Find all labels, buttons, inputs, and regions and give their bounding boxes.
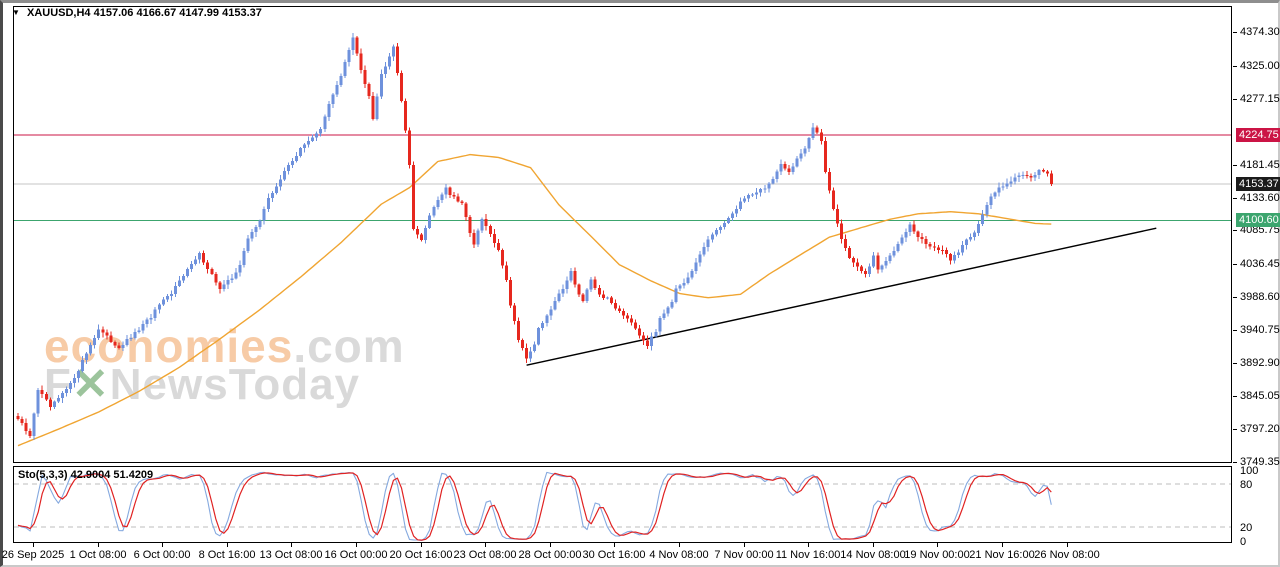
date-tick-mark: [421, 543, 422, 547]
stochastic-svg[interactable]: [14, 467, 1231, 542]
price-tick-mark: [1233, 264, 1237, 265]
stoch-scale-label: 80: [1240, 479, 1253, 491]
stochastic-label: Sto(5,3,3) 42.9004 51.4209: [18, 469, 153, 481]
date-tick-mark: [614, 543, 615, 547]
date-tick-label: 7 Nov 00:00: [714, 549, 774, 561]
date-tick-label: 8 Oct 16:00: [198, 549, 256, 561]
current-price-line-price-label: 4153.37: [1236, 177, 1280, 191]
price-tick-label: 4085.75: [1240, 224, 1280, 236]
stochastic-k-value: 42.9004: [70, 469, 111, 481]
stochastic-name: Sto(5,3,3): [18, 469, 68, 481]
price-tick-label: 3940.75: [1240, 324, 1280, 336]
date-tick-label: 26 Sep 2025: [1, 549, 65, 561]
date-tick-label: 1 Oct 08:00: [69, 549, 127, 561]
date-tick-label: 6 Oct 00:00: [133, 549, 191, 561]
price-tick-mark: [1233, 396, 1237, 397]
date-tick-label: 13 Oct 08:00: [259, 549, 323, 561]
price-tick-label: 4374.30: [1240, 26, 1280, 38]
date-tick-mark: [937, 543, 938, 547]
date-tick-label: 20 Oct 16:00: [389, 549, 453, 561]
symbol-dropdown-icon[interactable]: ▼: [12, 8, 20, 17]
date-tick-mark: [744, 543, 745, 547]
support-line-price-label: 4100.60: [1236, 213, 1280, 227]
price-tick-label: 4036.45: [1240, 258, 1280, 270]
price-tick-mark: [1233, 198, 1237, 199]
price-tick-mark: [1233, 363, 1237, 364]
price-tick-mark: [1233, 66, 1237, 67]
date-tick-label: 14 Nov 08:00: [840, 549, 906, 561]
price-tick-mark: [1233, 429, 1237, 430]
price-tick-mark: [1233, 32, 1237, 33]
date-tick-label: 30 Oct 16:00: [582, 549, 646, 561]
price-tick-label: 4277.15: [1240, 93, 1280, 105]
symbol-info-bar: ▼ XAUUSD,H4 4157.06 4166.67 4147.99 4153…: [12, 7, 262, 19]
date-tick-label: 19 Nov 00:00: [904, 549, 970, 561]
quote-low: 4147.99: [179, 7, 220, 19]
resistance-line-price-label: 4224.75: [1236, 128, 1280, 142]
date-tick-mark: [485, 543, 486, 547]
price-tick-label: 3892.90: [1240, 357, 1280, 369]
date-tick-mark: [162, 543, 163, 547]
price-tick-mark: [1233, 165, 1237, 166]
price-tick-label: 4181.45: [1240, 159, 1280, 171]
price-tick-label: 3749.35: [1240, 456, 1280, 468]
quote-close: 4153.37: [222, 7, 262, 19]
date-tick-mark: [679, 543, 680, 547]
date-tick-mark: [873, 543, 874, 547]
ma-line: [17, 153, 1052, 447]
candlestick-chart-svg[interactable]: [14, 7, 1231, 462]
date-tick-mark: [356, 543, 357, 547]
watermark-brand: economies.com: [44, 323, 405, 369]
stochastic-panel: Sto(5,3,3) 42.9004 51.4209: [13, 466, 1232, 543]
date-tick-label: 26 Nov 08:00: [1034, 549, 1100, 561]
trendline[interactable]: [526, 227, 1157, 366]
date-tick-mark: [98, 543, 99, 547]
quote-high: 4166.67: [136, 7, 177, 19]
watermark-brand-name: economies: [44, 320, 294, 372]
date-tick-mark: [227, 543, 228, 547]
stoch-scale-label: 100: [1240, 465, 1259, 477]
price-tick-mark: [1233, 99, 1237, 100]
date-tick-mark: [291, 543, 292, 547]
quote-open: 4157.06: [93, 7, 134, 19]
date-tick-mark: [1067, 543, 1068, 547]
date-tick-label: 4 Nov 08:00: [649, 549, 709, 561]
price-tick-label: 4133.60: [1240, 192, 1280, 204]
watermark-brand-domain: .com: [293, 320, 405, 372]
stoch-scale-label: 20: [1240, 522, 1253, 534]
price-tick-mark: [1233, 297, 1237, 298]
date-tick-label: 16 Oct 00:00: [324, 549, 388, 561]
symbol-timeframe-label: XAUUSD,H4: [26, 7, 91, 19]
price-tick-mark: [1233, 462, 1237, 463]
date-tick-mark: [33, 543, 34, 547]
date-tick-label: 11 Nov 16:00: [775, 549, 841, 561]
price-tick-mark: [1233, 330, 1237, 331]
main-chart-panel: economies.com F✕NewsToday: [13, 6, 1232, 463]
date-tick-label: 23 Oct 08:00: [453, 549, 517, 561]
price-tick-label: 3988.60: [1240, 291, 1280, 303]
price-tick-label: 4325.00: [1240, 60, 1280, 72]
stoch-d-line: [17, 472, 1052, 541]
candlestick-series: [16, 33, 1053, 440]
price-tick-label: 3845.05: [1240, 390, 1280, 402]
price-tick-mark: [1233, 230, 1237, 231]
date-tick-mark: [1002, 543, 1003, 547]
price-tick-label: 3797.20: [1240, 423, 1280, 435]
stoch-scale-label: 0: [1240, 536, 1247, 548]
date-tick-mark: [808, 543, 809, 547]
stoch-k-line: [17, 471, 1052, 542]
stochastic-d-value: 51.4209: [113, 469, 154, 481]
date-tick-mark: [550, 543, 551, 547]
date-tick-label: 28 Oct 00:00: [518, 549, 582, 561]
date-tick-label: 21 Nov 16:00: [969, 549, 1035, 561]
